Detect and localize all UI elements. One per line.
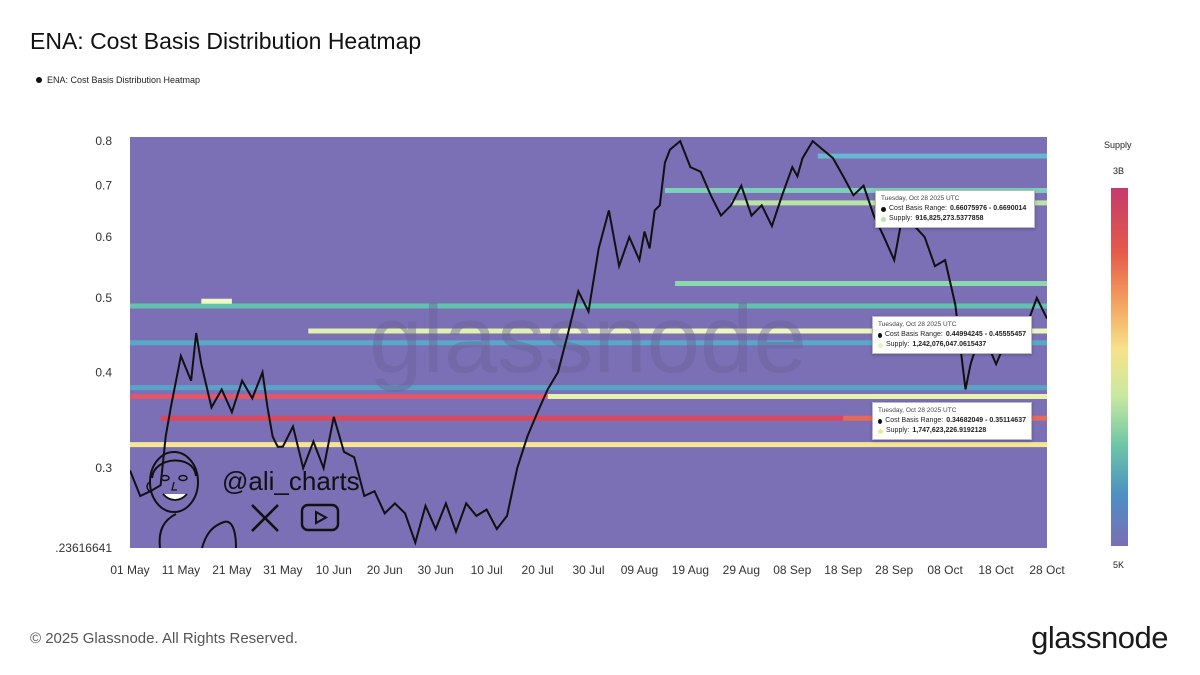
tooltip-supply: 1,242,076,047.0615437 [912,341,987,348]
supply-swatch-icon [881,216,886,222]
legend[interactable]: ENA: Cost Basis Distribution Heatmap [36,75,200,85]
x-tick-label: 01 May [110,563,149,577]
y-tick-label: 0.6 [95,230,112,244]
tooltip-supply-label: Supply: [889,215,913,222]
supply-band[interactable] [130,340,1047,346]
x-tick-label: 08 Oct [927,563,963,577]
x-tick-label: 21 May [212,563,251,577]
supply-band[interactable] [547,393,1047,399]
tooltip-range-label: Cost Basis Range: [889,205,947,212]
tooltip-supply: 1,747,623,226.9192128 [912,427,987,434]
tooltip-range-label: Cost Basis Range: [884,331,943,338]
tooltip-supply-label: Supply: [886,427,910,434]
watermark-handle: @ali_charts [222,466,360,496]
youtube-icon [300,503,340,532]
tooltip-range-label: Cost Basis Range: [885,417,944,424]
colorbar-max-label: 3B [1113,166,1125,176]
x-tick-label: 19 Aug [672,563,709,577]
x-tick-label: 30 Jul [572,563,604,577]
y-tick-label: .23616641 [55,541,112,555]
legend-label: ENA: Cost Basis Distribution Heatmap [47,75,201,85]
x-tick-label: 10 Jul [471,563,503,577]
brand-logo[interactable]: glassnode [1031,620,1168,655]
y-tick-label: 0.3 [95,461,112,475]
supply-band[interactable] [664,187,1047,193]
x-tick-label: 09 Aug [621,563,658,577]
supply-band[interactable] [130,385,1047,391]
x-tick-label: 18 Oct [978,563,1014,577]
x-logo-icon [251,504,279,532]
x-tick-label: 28 Sep [875,563,913,577]
y-tick-label: 0.7 [95,179,112,193]
legend-dot-icon [36,77,42,83]
tooltip-band-2: Tuesday, Oct 28 2025 UTC Cost Basis Rang… [872,316,1032,354]
supply-band[interactable] [130,393,548,399]
supply-band[interactable] [308,328,538,334]
watermark-text: glassnode [369,286,807,393]
colorbar-min-label: 5K [1113,560,1125,570]
tooltip-range: 0.34682049 - 0.35114637 [946,417,1026,424]
bullet-icon [878,332,882,338]
x-tick-label: 08 Sep [773,563,811,577]
tooltip-date: Tuesday, Oct 28 2025 UTC [881,195,960,202]
tooltip-date: Tuesday, Oct 28 2025 UTC [878,407,957,414]
y-axis: 0.8 0.7 0.6 0.5 0.4 0.3 .23616641 [55,134,112,555]
chart-title: ENA: Cost Basis Distribution Heatmap [30,28,422,54]
bullet-icon [878,418,883,424]
supply-swatch-icon [878,428,883,434]
y-tick-label: 0.4 [95,365,112,379]
x-tick-label: 11 May [162,563,200,577]
tooltip-band-1: Tuesday, Oct 28 2025 UTC Cost Basis Rang… [875,190,1035,228]
x-tick-label: 28 Oct [1029,563,1065,577]
colorbar-title: Supply [1104,140,1132,150]
supply-band[interactable] [675,281,1047,287]
y-tick-label: 0.5 [95,291,112,305]
supply-band[interactable] [130,442,1047,448]
tooltip-range: 0.66075976 - 0.6690014 [949,205,1027,212]
supply-band[interactable] [160,415,844,421]
price-line [130,139,1047,546]
x-tick-label: 20 Jun [367,563,403,577]
x-tick-label: 30 Jun [418,563,454,577]
x-tick-label: 20 Jul [522,563,554,577]
tooltip-band-3: Tuesday, Oct 28 2025 UTC Cost Basis Rang… [872,402,1032,440]
watermark-portrait-icon [146,451,237,549]
tooltip-supply-label: Supply: [886,341,910,348]
supply-band[interactable] [201,298,232,304]
tooltip-range: 0.44994245 - 0.45555457 [945,331,1026,338]
x-tick-label: 31 May [263,563,302,577]
x-tick-label: 18 Sep [824,563,862,577]
supply-band[interactable] [817,153,1047,159]
tooltip-supply: 916,825,273.5377858 [915,215,984,222]
copyright-text: © 2025 Glassnode. All Rights Reserved. [30,630,298,647]
supply-swatch-icon [878,342,883,348]
y-tick-label: 0.8 [95,134,112,148]
bullet-icon [881,206,886,212]
supply-band[interactable] [537,328,1047,334]
colorbar [1111,188,1128,546]
x-tick-label: 10 Jun [316,563,352,577]
x-tick-label: 29 Aug [723,563,760,577]
x-axis: 01 May 11 May 21 May 31 May 10 Jun 20 Jun 30 J… [110,563,1065,577]
tooltip-date: Tuesday, Oct 28 2025 UTC [878,321,957,328]
